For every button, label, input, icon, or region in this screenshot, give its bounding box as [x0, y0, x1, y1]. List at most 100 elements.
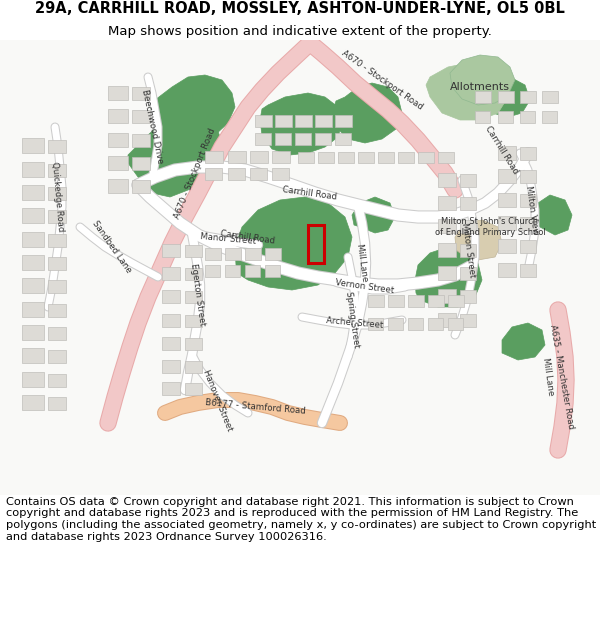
Bar [438, 173, 456, 187]
Bar [460, 314, 476, 327]
Text: B6177 - Stamford Road: B6177 - Stamford Road [205, 398, 305, 416]
Bar [460, 220, 476, 233]
Bar [520, 91, 536, 103]
Bar [460, 290, 476, 303]
Bar [335, 115, 352, 127]
Bar [228, 168, 245, 180]
Bar [108, 156, 128, 170]
Bar [22, 162, 44, 177]
Bar [185, 268, 202, 280]
Bar [48, 397, 66, 410]
Text: Milton St John's Church
of England Primary School: Milton St John's Church of England Prima… [434, 217, 545, 237]
Bar [132, 180, 150, 193]
Bar [272, 151, 290, 163]
Bar [460, 197, 476, 210]
Text: Vernon Street: Vernon Street [335, 278, 395, 296]
Bar [520, 194, 536, 207]
Polygon shape [455, 220, 502, 260]
Bar [298, 152, 314, 163]
Bar [132, 157, 150, 170]
Polygon shape [332, 83, 402, 143]
Bar [162, 244, 180, 257]
Bar [438, 243, 456, 257]
Bar [460, 174, 476, 187]
Bar [132, 87, 150, 100]
Bar [48, 234, 66, 247]
Bar [378, 152, 394, 163]
Bar [498, 91, 514, 103]
Text: Spring Street: Spring Street [344, 291, 361, 349]
Bar [48, 327, 66, 340]
Bar [225, 265, 240, 277]
Bar [22, 372, 44, 387]
Bar [48, 280, 66, 293]
Bar [255, 115, 272, 127]
Bar [418, 152, 434, 163]
Bar [245, 265, 260, 277]
Text: A670 - Stockport Road: A670 - Stockport Road [173, 126, 217, 219]
Bar [48, 374, 66, 387]
Bar [398, 152, 414, 163]
Text: Carrhill Road: Carrhill Road [484, 124, 520, 176]
Bar [368, 318, 383, 330]
Text: Milton View: Milton View [524, 185, 540, 235]
Bar [272, 168, 289, 180]
Text: Allotments: Allotments [450, 82, 510, 92]
Bar [388, 318, 403, 330]
Bar [438, 266, 456, 280]
Bar [438, 152, 454, 163]
Text: 29A, CARRHILL ROAD, MOSSLEY, ASHTON-UNDER-LYNE, OL5 0BL: 29A, CARRHILL ROAD, MOSSLEY, ASHTON-UNDE… [35, 1, 565, 16]
Bar [132, 110, 150, 123]
Polygon shape [235, 197, 352, 290]
Bar [428, 295, 444, 307]
Bar [185, 383, 202, 395]
Text: Carrhill Road: Carrhill Road [282, 185, 338, 201]
Bar [542, 111, 557, 123]
Bar [438, 313, 456, 327]
Text: Egerton Street: Egerton Street [189, 263, 207, 327]
Bar [228, 151, 246, 163]
Bar [388, 295, 404, 307]
Bar [108, 179, 128, 193]
Text: Contains OS data © Crown copyright and database right 2021. This information is : Contains OS data © Crown copyright and d… [6, 497, 596, 542]
Bar [162, 290, 180, 303]
Polygon shape [450, 55, 515, 105]
Text: A670 - Stockport Road: A670 - Stockport Road [340, 49, 424, 111]
Bar [48, 210, 66, 223]
Bar [475, 91, 491, 103]
Bar [132, 134, 150, 147]
Bar [498, 239, 516, 253]
Bar [250, 168, 267, 180]
Bar [520, 111, 535, 123]
Bar [22, 348, 44, 363]
Polygon shape [128, 110, 220, 197]
Bar [108, 109, 128, 123]
Bar [315, 115, 332, 127]
Bar [498, 263, 516, 277]
Bar [48, 164, 66, 177]
Bar [22, 395, 44, 410]
Text: Sandbed Lane: Sandbed Lane [91, 219, 133, 275]
Bar [48, 140, 66, 153]
Bar [162, 314, 180, 327]
Bar [438, 289, 456, 303]
Text: Milton Street: Milton Street [460, 222, 476, 278]
Bar [498, 146, 516, 160]
Bar [48, 257, 66, 270]
Bar [335, 133, 351, 145]
Bar [185, 315, 202, 327]
Bar [308, 225, 324, 263]
Bar [295, 115, 312, 127]
Bar [475, 111, 490, 123]
Bar [245, 248, 261, 260]
Bar [275, 133, 291, 145]
Bar [162, 360, 180, 373]
Bar [460, 244, 476, 257]
Bar [225, 248, 241, 260]
Bar [408, 295, 424, 307]
Bar [185, 361, 202, 373]
Bar [448, 318, 463, 330]
Bar [22, 232, 44, 247]
Bar [185, 291, 202, 303]
Bar [22, 185, 44, 200]
